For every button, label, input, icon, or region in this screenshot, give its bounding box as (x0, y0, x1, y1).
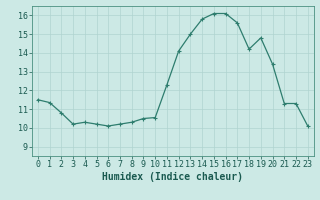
X-axis label: Humidex (Indice chaleur): Humidex (Indice chaleur) (102, 172, 243, 182)
